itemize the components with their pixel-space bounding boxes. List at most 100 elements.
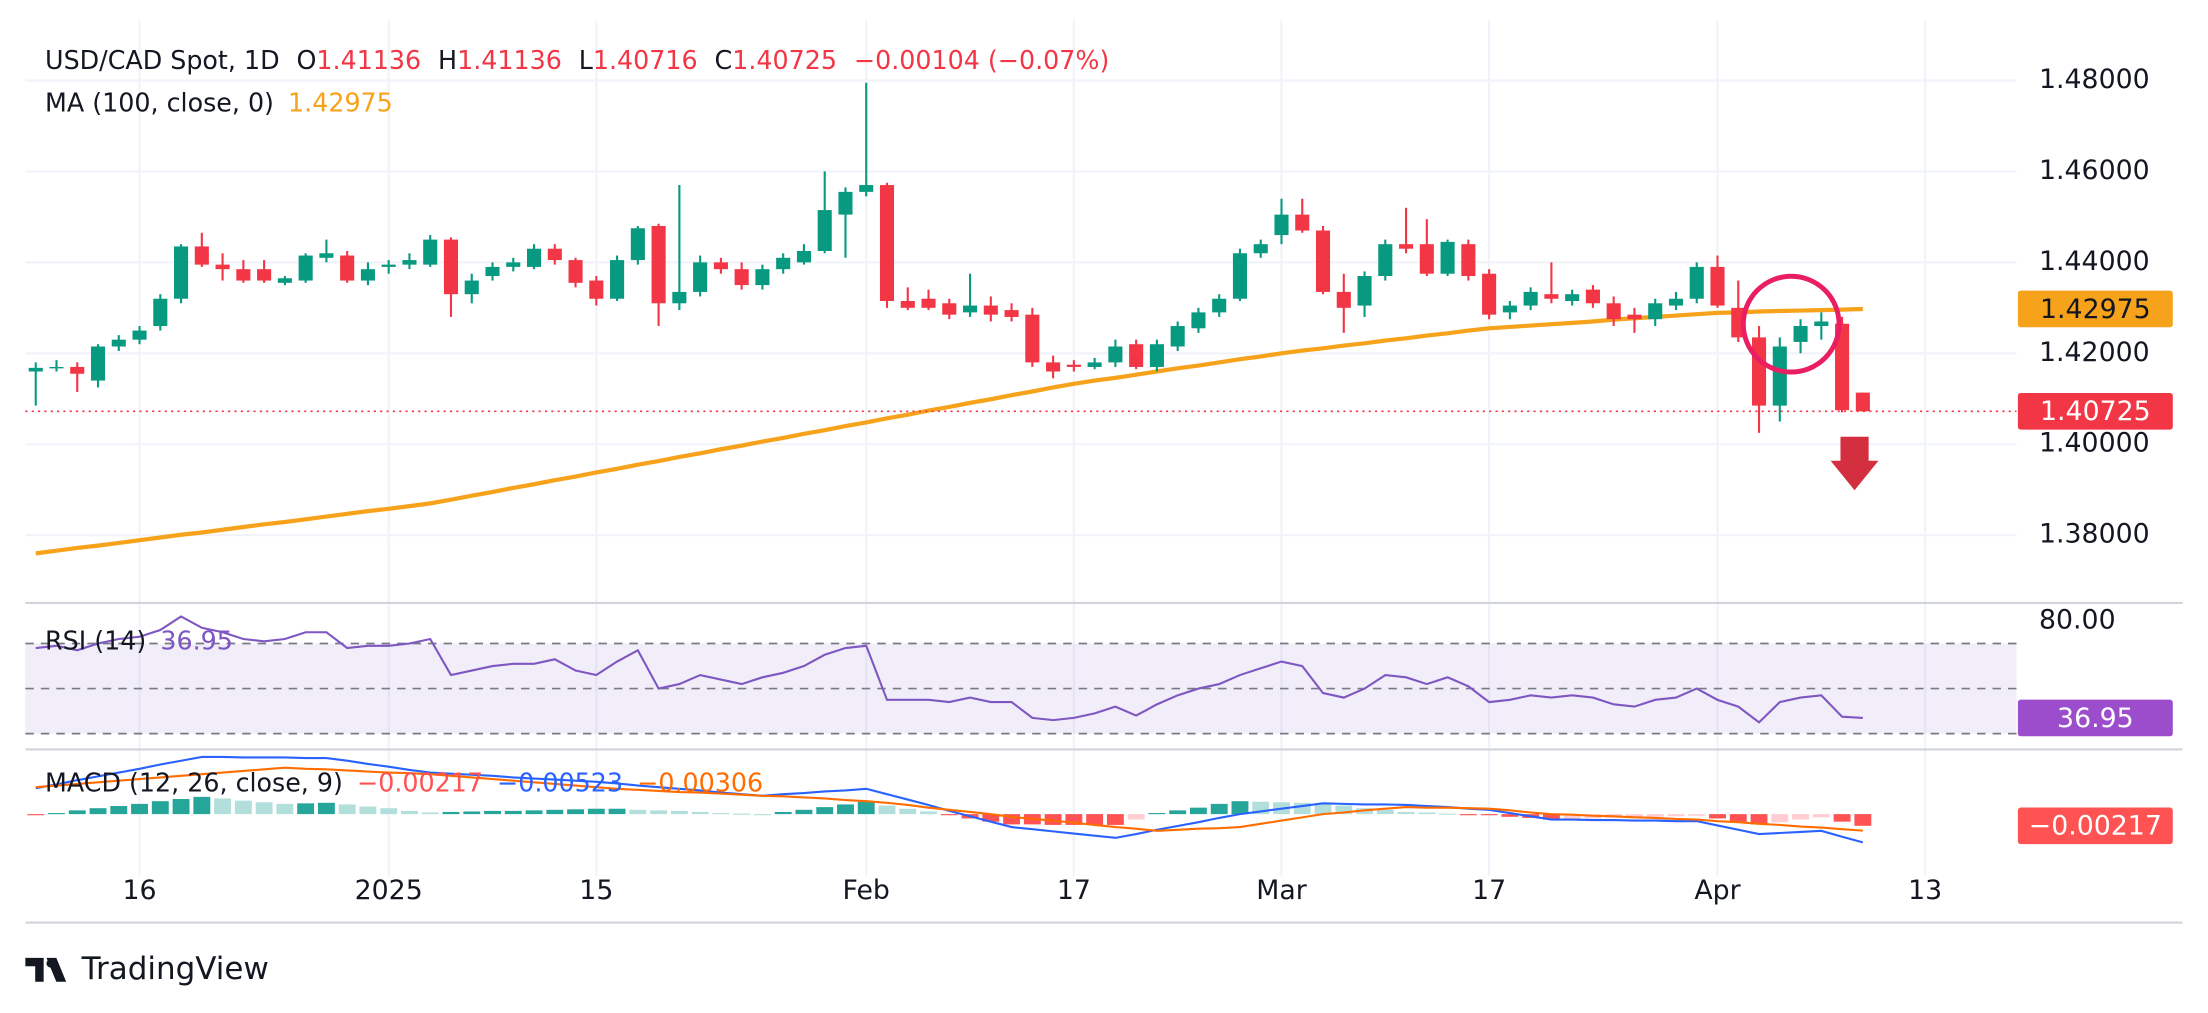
legend-close: 1.40725 (732, 45, 837, 75)
histogram-bar (1169, 810, 1187, 815)
logo: TradingView (25, 951, 269, 987)
candle-body (70, 366, 85, 374)
legend-high: 1.41136 (457, 45, 562, 75)
candle-body (1378, 244, 1393, 276)
x-tick-label: Mar (1256, 875, 1306, 906)
histogram-bar (650, 810, 668, 815)
rsi-title: RSI (14) (45, 625, 146, 655)
histogram-bar (878, 805, 896, 815)
histogram-bar (484, 810, 501, 815)
candle-body (1710, 266, 1725, 306)
histogram-bar (110, 806, 128, 815)
candle-body (153, 298, 168, 327)
legend-label: O (296, 45, 316, 75)
candle-body (1087, 362, 1102, 367)
candle-body (1793, 326, 1808, 342)
candle-body (1648, 303, 1663, 320)
candle-body (90, 346, 106, 381)
histogram-bar (1729, 814, 1747, 822)
candle-body (1232, 253, 1248, 299)
histogram-bar (1812, 814, 1830, 818)
candle-body (568, 260, 583, 283)
candle-body (1565, 294, 1580, 302)
candle-body (859, 185, 874, 192)
macd-title: MACD (12, 26, close, 9) (45, 768, 343, 798)
histogram-bar (1688, 814, 1706, 816)
candle-body (1315, 230, 1331, 292)
candle-body (755, 269, 770, 286)
candle-body (1191, 312, 1206, 329)
candle-body (1835, 323, 1850, 411)
histogram-bar (214, 798, 232, 815)
ma-price-label: 1.42975 (2040, 294, 2151, 325)
histogram-bar (131, 803, 148, 815)
histogram-bar (608, 808, 626, 815)
legend-low: 1.40716 (593, 45, 698, 75)
histogram-bar (1086, 814, 1104, 825)
candle-body (1025, 314, 1040, 363)
logo-dot (46, 959, 55, 968)
signal-line (35, 766, 1863, 832)
histogram-bar (1065, 814, 1083, 825)
candle-body (547, 248, 562, 261)
y-tick-label: 1.46000 (2039, 155, 2150, 186)
histogram-bar (691, 811, 709, 815)
legend-label: H (438, 45, 457, 75)
histogram-bar (68, 810, 86, 815)
histogram-bar (1189, 807, 1207, 815)
histogram-bar (359, 806, 377, 815)
histogram-bar (1792, 814, 1810, 820)
candle-body (693, 262, 708, 292)
histogram-bar (920, 811, 937, 815)
y-tick-label: 80.00 (2039, 604, 2116, 635)
candle-body (277, 278, 292, 283)
y-tick-label: 1.40000 (2039, 428, 2150, 459)
candle-body (1212, 298, 1227, 313)
candle-body (49, 366, 64, 369)
histogram-bar (1044, 814, 1062, 825)
histogram-bar (504, 810, 522, 815)
candle-body (1440, 241, 1455, 274)
rsi-value: 36.95 (160, 625, 233, 655)
candle-body (1668, 298, 1684, 306)
candle-body (1461, 244, 1476, 276)
histogram-bar (1667, 814, 1685, 817)
histogram-bar (899, 808, 917, 815)
rsi-box (2017, 699, 2173, 737)
histogram-bar (1231, 801, 1249, 815)
candle-body (651, 225, 666, 304)
candle-body (298, 255, 313, 281)
histogram-bar (940, 814, 958, 816)
candle-body (319, 253, 334, 258)
ma-price-box (2017, 290, 2173, 328)
candle-body (236, 269, 251, 281)
candle-body (194, 246, 209, 265)
histogram-bar (1418, 812, 1436, 815)
ma-name: MA (100, close, 0) (45, 87, 274, 117)
macd-label: −0.00217 (2029, 811, 2162, 842)
candle-body (1108, 346, 1123, 363)
histogram-bar (1439, 813, 1457, 815)
macd-line (35, 755, 1864, 844)
candle-body (610, 260, 625, 299)
candle-body (796, 250, 811, 263)
histogram-bar (27, 814, 45, 816)
candle-body (1855, 392, 1870, 412)
candle-body (111, 339, 126, 347)
histogram-bar (1314, 803, 1332, 815)
histogram-bar (525, 810, 543, 815)
candle-body (942, 303, 957, 315)
rsi-legend: RSI (14) 36.95 (45, 625, 233, 655)
histogram-bar (1626, 814, 1643, 818)
histogram-bar (1397, 811, 1415, 815)
histogram-bar (276, 803, 294, 815)
macd-value: −0.00523 (497, 768, 623, 798)
candle-body (879, 185, 895, 302)
candle-body (713, 262, 728, 270)
candle-body (817, 210, 832, 251)
candle-body (1814, 321, 1829, 327)
histogram-bar (317, 802, 335, 815)
y-tick-label: 1.38000 (2039, 519, 2150, 550)
histogram-bar (1459, 814, 1477, 816)
ma-value: 1.42975 (288, 87, 393, 117)
